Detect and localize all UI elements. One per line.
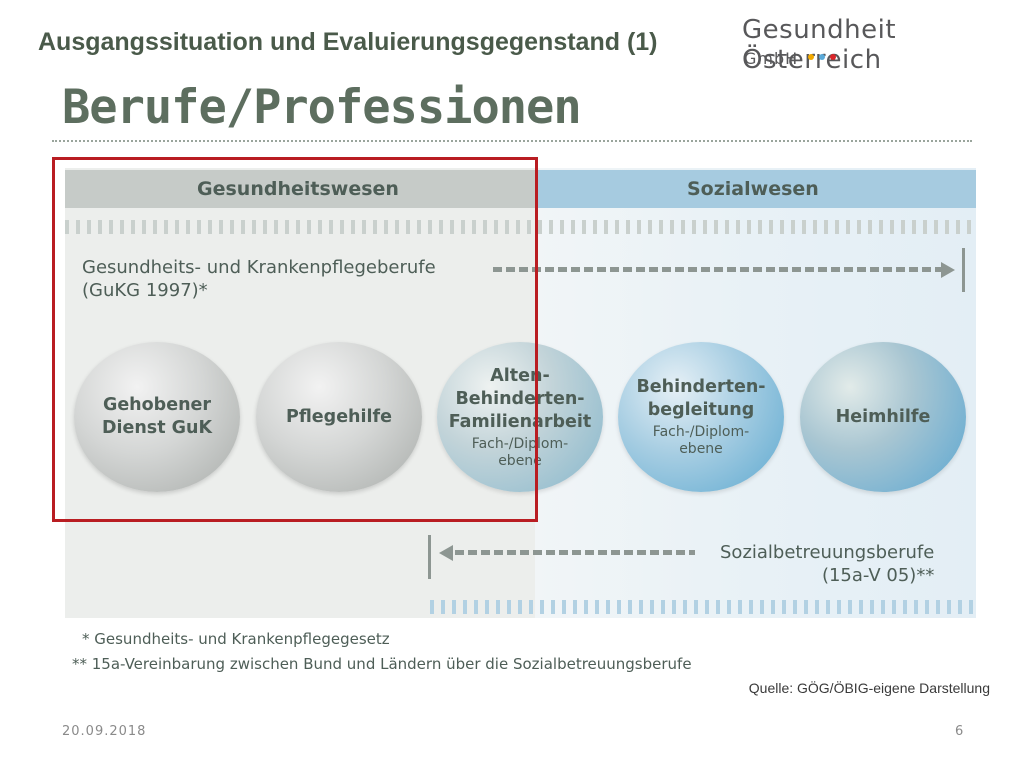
circle-gehobener-dienst: Gehobener Dienst GuK bbox=[74, 342, 240, 492]
nursing-professions-line2: (GuKG 1997)* bbox=[82, 280, 208, 301]
circle-alten-behinderten-familienarbeit: Alten- Behinderten- Familienarbeit Fach-… bbox=[437, 342, 603, 492]
health-sector-label: Gesundheitswesen bbox=[197, 178, 399, 200]
logo-dot-red bbox=[830, 54, 836, 60]
source-citation: Quelle: GÖG/ÖBIG-eigene Darstellung bbox=[748, 680, 990, 696]
social-care-end-bar bbox=[428, 535, 431, 579]
nursing-scope-arrowhead bbox=[941, 262, 955, 278]
circle-name-line1: Heimhilfe bbox=[835, 406, 931, 427]
social-care-arrow-line bbox=[455, 550, 695, 555]
circle-sub-line2: ebene bbox=[679, 441, 723, 457]
circle-name-line1: Gehobener bbox=[102, 395, 212, 415]
evaluation-focus-highlight bbox=[52, 157, 538, 522]
social-care-arrowhead bbox=[439, 545, 453, 561]
social-care-professions-label: Sozialbetreuungsberufe (15a-V 05)** bbox=[720, 541, 934, 587]
nursing-scope-end-bar bbox=[962, 248, 965, 292]
circle-sub-line2: ebene bbox=[498, 452, 542, 469]
circle-sub-line1: Fach-/Diplom- bbox=[471, 435, 569, 452]
top-tick-strip bbox=[65, 220, 976, 234]
circle-pflegehilfe: Pflegehilfe bbox=[256, 342, 422, 492]
circle-sub-line1: Fach-/Diplom- bbox=[652, 424, 750, 440]
circle-name-line1: Pflegehilfe bbox=[286, 406, 392, 427]
logo-name: Gesundheit Österreich bbox=[742, 15, 897, 75]
footnote-15a: ** 15a-Vereinbarung zwischen Bund und Lä… bbox=[72, 655, 692, 673]
circle-name-line1: Behinderten- bbox=[636, 377, 766, 397]
circle-name-line1: Alten- bbox=[490, 365, 550, 386]
nursing-professions-line1: Gesundheits- und Krankenpflegeberufe bbox=[82, 257, 436, 278]
social-sector-label: Sozialwesen bbox=[687, 178, 819, 200]
nursing-professions-label: Gesundheits- und Krankenpflegeberufe (Gu… bbox=[82, 256, 436, 302]
social-care-line2: (15a-V 05)** bbox=[821, 565, 935, 586]
page-number: 6 bbox=[955, 724, 964, 739]
slide-date: 20.09.2018 bbox=[62, 724, 147, 739]
logo-dot-yellow bbox=[808, 54, 814, 60]
title-divider bbox=[52, 140, 972, 142]
professions-diagram: Gesundheitswesen Sozialwesen Gesundheits… bbox=[65, 168, 976, 618]
social-care-line1: Sozialbetreuungsberufe bbox=[720, 542, 935, 563]
circle-name-line2: Behinderten- bbox=[455, 388, 585, 409]
slide-title: Berufe/Professionen bbox=[62, 80, 582, 135]
slide-subtitle: Ausgangssituation und Evaluierungsgegens… bbox=[38, 28, 658, 56]
social-sector-header: Sozialwesen bbox=[535, 170, 976, 208]
circle-name-line3: Familienarbeit bbox=[448, 411, 592, 432]
logo-dot-blue bbox=[819, 54, 825, 60]
company-logo: Gesundheit Österreich GmbH bbox=[742, 15, 1002, 75]
bottom-tick-strip bbox=[430, 600, 976, 614]
circle-name-line2: begleitung bbox=[647, 400, 755, 420]
health-sector-header: Gesundheitswesen bbox=[65, 170, 535, 208]
circle-heimhilfe: Heimhilfe bbox=[800, 342, 966, 492]
circle-name-line2: Dienst GuK bbox=[101, 418, 213, 438]
nursing-scope-arrow-line bbox=[493, 267, 943, 272]
circle-behindertenbegleitung: Behinderten- begleitung Fach-/Diplom- eb… bbox=[618, 342, 784, 492]
logo-suffix: GmbH bbox=[744, 49, 799, 68]
footnote-gukg: * Gesundheits- und Krankenpflegegesetz bbox=[82, 630, 390, 648]
